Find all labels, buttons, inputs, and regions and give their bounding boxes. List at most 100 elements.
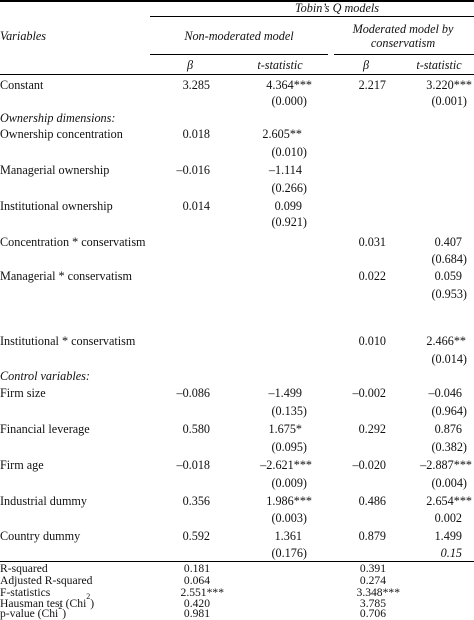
cell-t2: 2.466** [426,334,466,348]
cell-beta1: 0.356 [182,494,210,508]
cell-t2: 3.220*** [426,78,472,92]
row-label-financial-leverage: Financial leverage [0,422,90,436]
cell-beta1: 3.285 [182,78,210,92]
beta-header-2: β [362,58,370,72]
stat-label-text: p-value (Chi [0,607,59,620]
cell-t1: 0.099 [274,199,302,213]
cell-beta2: 0.292 [358,422,386,436]
row-label-ownership-concentration: Ownership concentration [0,127,123,141]
beta-header-1: β [186,58,194,72]
cell-beta2: 0.010 [358,334,386,348]
cell-t1: 4.364*** [266,78,312,92]
stat-value2: 3.348*** [356,586,400,599]
stat-value2: 3.785 [359,597,386,610]
non-moderated-underline [150,54,328,55]
cell-p1: (0.003) [271,511,307,525]
stat-value1: 0.420 [183,597,210,610]
cell-beta1: –0.086 [176,386,210,400]
stat-value1: 2.551*** [180,586,224,599]
cell-t2: 0.407 [434,235,462,249]
cell-t2: 0.059 [434,269,462,283]
moderated-header-line1: Moderated model by [352,22,454,36]
cell-beta1: 0.580 [182,422,210,436]
cell-beta2: 2.217 [358,78,386,92]
stat-label-close: ) [62,607,67,620]
superscript: 2 [58,602,63,611]
cell-t1: 1.986*** [266,494,312,508]
cell-beta2: –0.002 [352,386,386,400]
cell-p2: (0.964) [431,404,467,418]
cell-t1: 1.361 [274,529,302,543]
cell-beta2: 0.022 [358,269,386,283]
cell-beta1: 0.592 [182,529,210,543]
stat-label-hausman: Hausman test (Chi2) [0,593,95,610]
moderated-header-line2: conservatism [370,36,436,50]
cell-t1: 1.675* [268,422,302,436]
row-label-managerial-conservatism: Managerial * conservatism [0,269,132,283]
stats-divider-rule [0,561,474,562]
stat-value1: 0.981 [183,607,210,620]
row-label-firm-size: Firm size [0,386,46,400]
cell-t1: 2.605** [262,127,302,141]
stat-label-f-statistics: F-statistics [0,586,51,599]
cell-p2: (0.001) [431,94,467,108]
cell-t1: –1.114 [268,163,302,177]
row-label-firm-age: Firm age [0,458,44,472]
cell-p2: (0.953) [431,287,467,301]
cell-p1: (0.010) [271,145,307,159]
stat-value1: 0.064 [183,574,210,587]
cell-t2: 2.654*** [426,494,472,508]
row-label-institutional-conservatism: Institutional * conservatism [0,334,136,348]
cell-p1: (0.135) [271,404,307,418]
superscript: 2 [86,592,91,601]
cell-beta2: 0.879 [358,529,386,543]
cell-beta2: 0.031 [358,235,386,249]
cell-beta2: –0.020 [352,458,386,472]
stat-value1: 0.181 [183,562,210,575]
variables-header: Variables [0,29,47,43]
cell-beta1: 0.018 [182,127,210,141]
stat-label-text: Hausman test (Chi [0,597,87,610]
cell-p1: (0.176) [271,546,307,560]
table-top-rule [0,0,474,2]
cell-p1: (0.095) [271,440,307,454]
stat-label-adjusted-r-squared: Adjusted R-squared [0,574,93,587]
row-label-institutional-ownership: Institutional ownership [0,199,113,213]
cell-t2: 1.499 [434,529,462,543]
stat-value2: 0.274 [359,574,386,587]
cell-p2: (0.004) [431,476,467,490]
cell-p1: (0.266) [271,181,307,195]
cell-p1: (0.009) [271,476,307,490]
cell-p2: 0.15 [440,546,462,560]
non-moderated-header: Non-moderated model [184,29,294,43]
section-header-control: Control variables: [0,369,90,383]
stat-value2: 0.706 [359,607,386,620]
tstat-header-2: t-statistic [416,58,462,72]
cell-p2: (0.014) [431,352,467,366]
cell-beta1: –0.018 [176,458,210,472]
row-label-concentration-conservatism: Concentration * conservatism [0,235,146,249]
cell-t2: –0.046 [428,386,462,400]
stat-label-r-squared: R-squared [0,562,48,575]
cell-beta1: 0.014 [182,199,210,213]
stat-value2: 0.391 [359,562,386,575]
cell-p1: (0.000) [271,94,307,108]
cell-beta1: –0.016 [176,163,210,177]
row-label-industrial-dummy: Industrial dummy [0,494,87,508]
cell-p2: (0.382) [431,440,467,454]
header-bottom-rule [0,74,474,75]
row-label-constant: Constant [0,78,44,92]
cell-p2: (0.684) [431,252,467,266]
cell-p2: 0.002 [434,511,462,525]
cell-t2: 0.876 [434,422,462,436]
section-header-ownership: Ownership dimensions: [0,111,116,125]
moderated-underline [334,54,474,55]
row-label-managerial-ownership: Managerial ownership [0,163,110,177]
cell-t1: –1.499 [268,386,302,400]
cell-beta2: 0.486 [358,494,386,508]
group-title: Tobin’s Q models [295,1,379,15]
cell-t2: –2.887*** [420,458,472,472]
stat-label-close: ) [90,597,95,610]
stat-label-p-value: p-value (Chi2) [0,603,67,620]
group-title-underline [150,16,474,17]
